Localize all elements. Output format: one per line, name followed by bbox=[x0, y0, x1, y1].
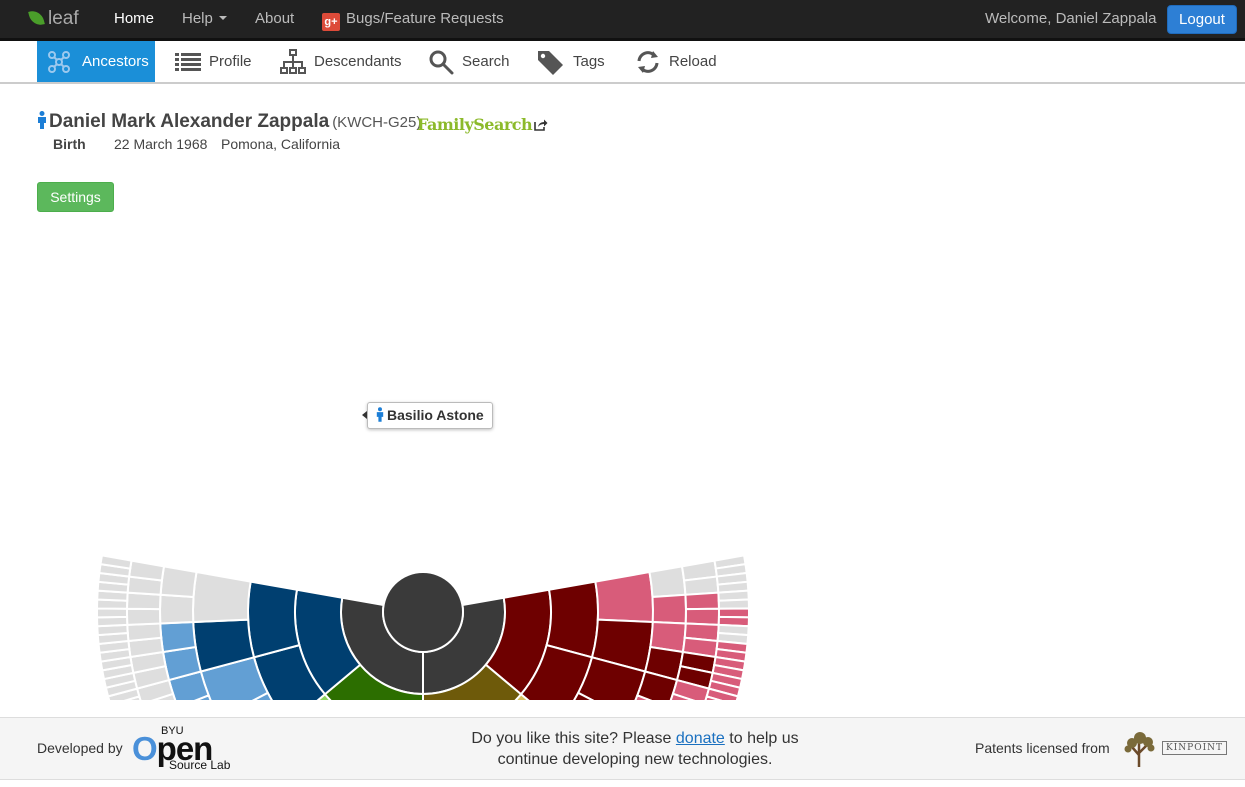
nav-help[interactable]: Help bbox=[182, 0, 227, 38]
fan-ancestor-segment[interactable] bbox=[627, 694, 668, 700]
kinpoint-wordmark: KINPOINT bbox=[1162, 741, 1228, 755]
donate-link[interactable]: donate bbox=[675, 730, 725, 747]
fan-ancestor-segment[interactable] bbox=[704, 695, 735, 700]
byu-logo-pen: pen bbox=[156, 730, 214, 767]
fan-ancestor-segment[interactable] bbox=[96, 607, 129, 619]
chevron-down-icon bbox=[218, 16, 227, 20]
sitemap-icon bbox=[280, 49, 306, 75]
fan-ancestor-segment[interactable] bbox=[159, 620, 197, 654]
fan-ancestor-segment[interactable] bbox=[594, 570, 654, 624]
fan-ancestor-segment[interactable] bbox=[668, 692, 704, 700]
nav-about[interactable]: About bbox=[255, 10, 295, 27]
google-plus-icon: g+ bbox=[322, 13, 340, 31]
footer: Developed by BYU Open Source Lab Do you … bbox=[0, 717, 1245, 780]
ancestor-tooltip: Basilio Astone bbox=[362, 402, 493, 429]
fan-ancestor-segment[interactable] bbox=[247, 580, 301, 659]
tab-reload-label: Reload bbox=[669, 53, 717, 70]
ask-line2: continue developing new technologies. bbox=[497, 751, 773, 768]
person-title: Daniel Mark Alexander Zappala (KWCH-G25) bbox=[37, 111, 421, 133]
fan-ancestor-segment[interactable] bbox=[159, 565, 198, 599]
developed-by-text: Developed by bbox=[37, 740, 123, 756]
top-navbar: leaf Home Help About g+ Bugs/Feature Requ… bbox=[0, 0, 1245, 41]
ask-after: to help us bbox=[724, 730, 799, 747]
person-id: (KWCH-G25) bbox=[332, 114, 422, 131]
brand-link[interactable]: leaf bbox=[28, 0, 79, 38]
person-name: Daniel Mark Alexander Zappala bbox=[49, 111, 330, 132]
donate-message: Do you like this site? Please donate to … bbox=[430, 728, 840, 770]
brand-label: leaf bbox=[48, 8, 79, 29]
list-icon bbox=[175, 53, 201, 72]
nav-bugs-label: Bugs/Feature Requests bbox=[346, 10, 504, 27]
fan-ancestor-segment[interactable] bbox=[126, 607, 162, 626]
birth-date: 22 March 1968 bbox=[114, 136, 208, 152]
search-icon bbox=[429, 50, 454, 75]
fan-ancestor-segment[interactable] bbox=[99, 554, 133, 570]
fan-root-person[interactable] bbox=[382, 571, 464, 653]
fan-ancestor-segment[interactable] bbox=[684, 607, 720, 626]
tab-tags[interactable]: Tags bbox=[537, 41, 605, 82]
tab-descendants-label: Descendants bbox=[314, 53, 402, 70]
fan-ancestor-segment[interactable] bbox=[717, 598, 750, 610]
fan-ancestor-segment[interactable] bbox=[545, 580, 599, 659]
fan-ancestor-segment[interactable] bbox=[648, 565, 687, 599]
fan-ancestor-segment[interactable] bbox=[159, 593, 195, 625]
tab-ancestors-label: Ancestors bbox=[82, 53, 149, 70]
ask-before: Do you like this site? Please bbox=[471, 730, 676, 747]
fan-ancestor-segment[interactable] bbox=[651, 593, 687, 625]
byu-open-source-lab-logo[interactable]: BYU Open Source Lab bbox=[132, 725, 247, 774]
fan-ancestor-segment[interactable] bbox=[128, 559, 166, 582]
ancestor-fan-chart bbox=[96, 554, 750, 700]
tooltip-name: Basilio Astone bbox=[387, 407, 484, 423]
birth-place: Pomona, California bbox=[221, 136, 341, 152]
tree-icon bbox=[1124, 732, 1155, 767]
tab-profile-label: Profile bbox=[209, 53, 252, 70]
fan-ancestor-segment[interactable] bbox=[422, 663, 523, 700]
fan-ancestor-segment[interactable] bbox=[477, 692, 557, 700]
welcome-text: Welcome, Daniel Zappala bbox=[985, 10, 1157, 27]
pedigree-icon bbox=[48, 51, 70, 74]
male-icon bbox=[38, 111, 46, 129]
male-icon bbox=[376, 407, 384, 422]
kinpoint-logo[interactable]: KINPOINT bbox=[1120, 729, 1235, 769]
nav-home[interactable]: Home bbox=[114, 10, 155, 27]
fan-ancestor-segment[interactable] bbox=[192, 570, 252, 624]
fan-ancestor-segment[interactable] bbox=[557, 691, 627, 700]
birth-label: Birth bbox=[53, 136, 86, 152]
tab-ancestors[interactable]: Ancestors bbox=[37, 41, 155, 82]
byu-logo-o: O bbox=[132, 730, 158, 767]
nav-help-label: Help bbox=[182, 10, 213, 27]
familysearch-link[interactable]: FamilySearch bbox=[417, 115, 548, 134]
logout-button[interactable]: Logout bbox=[1167, 5, 1237, 34]
tab-profile[interactable]: Profile bbox=[175, 41, 252, 82]
tab-reload[interactable]: Reload bbox=[635, 41, 717, 82]
tag-icon bbox=[538, 51, 563, 76]
tab-search[interactable]: Search bbox=[428, 41, 510, 82]
fan-ancestor-segment[interactable] bbox=[126, 622, 163, 643]
tab-descendants[interactable]: Descendants bbox=[280, 41, 402, 82]
view-tabs: Ancestors Profile Descendants Search Tag… bbox=[0, 41, 1245, 84]
tab-search-label: Search bbox=[462, 53, 510, 70]
leaf-icon bbox=[28, 8, 45, 28]
byu-logo-open: Open bbox=[132, 730, 214, 768]
familysearch-label: FamilySearch bbox=[417, 115, 533, 134]
byu-logo-small: BYU bbox=[161, 725, 184, 737]
patents-text: Patents licensed from bbox=[975, 740, 1110, 756]
external-link-icon bbox=[534, 119, 548, 131]
byu-logo-lab: Source Lab bbox=[169, 758, 231, 772]
nav-bugs[interactable]: g+ Bugs/Feature Requests bbox=[322, 0, 504, 38]
fan-ancestor-segment[interactable] bbox=[684, 591, 720, 611]
settings-button[interactable]: Settings bbox=[37, 182, 114, 212]
tab-tags-label: Tags bbox=[573, 53, 605, 70]
refresh-icon bbox=[637, 51, 659, 74]
